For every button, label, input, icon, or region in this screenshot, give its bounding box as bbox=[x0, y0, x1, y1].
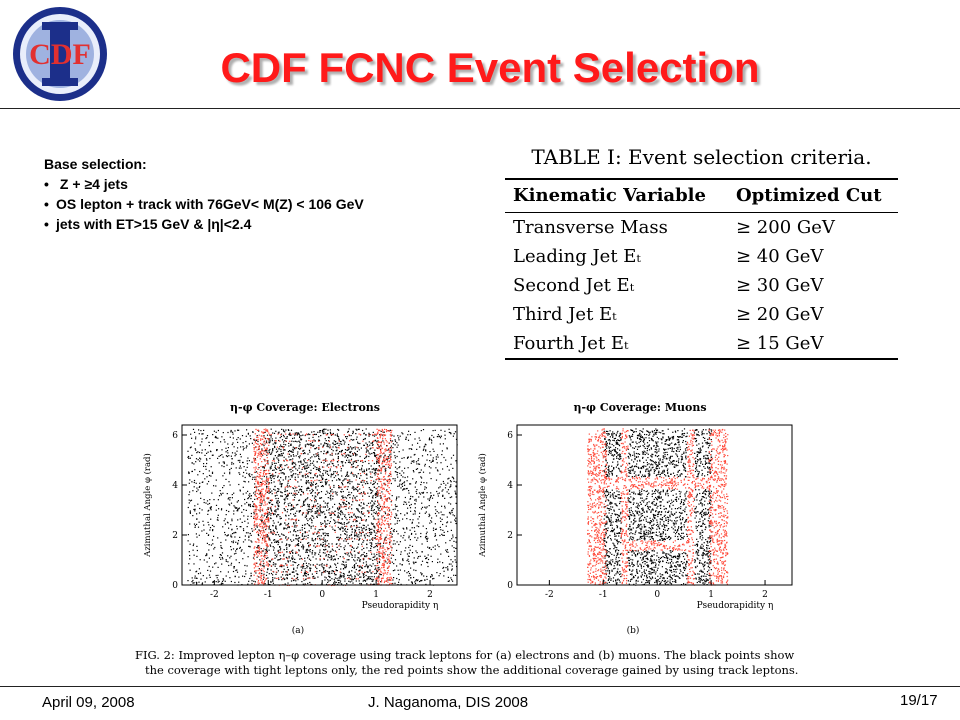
table-cell: Third Jet Eₜ bbox=[513, 304, 617, 325]
table-cell: ≥ 30 GeV bbox=[736, 275, 824, 296]
plot-frame bbox=[181, 424, 458, 586]
table-cell: ≥ 40 GeV bbox=[736, 246, 824, 267]
table-caption: TABLE I: Event selection criteria. bbox=[531, 145, 872, 169]
y-tick-labels: 0 2 4 6 bbox=[507, 431, 522, 591]
plot-frame bbox=[516, 424, 793, 586]
x-tick-label: -1 bbox=[599, 590, 608, 600]
table-rule bbox=[505, 212, 898, 213]
figure-caption-line: the coverage with tight leptons only, th… bbox=[145, 663, 799, 677]
x-tick-label: 0 bbox=[654, 590, 660, 600]
x-tick-labels: -2 -1 0 1 2 bbox=[545, 580, 768, 600]
table-row: Third Jet Eₜ ≥ 20 GeV bbox=[505, 300, 898, 329]
table-row: Leading Jet Eₜ ≥ 40 GeV bbox=[505, 242, 898, 271]
table-row: Transverse Mass ≥ 200 GeV bbox=[505, 213, 898, 242]
table-rule bbox=[505, 178, 898, 180]
plot-xlabel: Pseudorapidity η bbox=[697, 601, 774, 611]
x-tick-label: 2 bbox=[427, 590, 433, 600]
figure-caption-line: FIG. 2: Improved lepton η–φ coverage usi… bbox=[135, 648, 795, 662]
y-tick-labels: 0 2 4 6 bbox=[172, 431, 187, 591]
base-selection-item: • OS lepton + track with 76GeV< M(Z) < 10… bbox=[44, 196, 364, 212]
plot-ylabel: Azimuthal Angle φ (rad) bbox=[477, 453, 488, 558]
footer-author: J. Naganoma, DIS 2008 bbox=[368, 694, 529, 711]
muon-coverage-plot: η-φ Coverage: Muons Azimuthal Angle φ (r… bbox=[477, 401, 793, 636]
y-tick-label: 0 bbox=[172, 581, 178, 591]
x-tick-labels: -2 -1 0 1 2 bbox=[210, 580, 433, 600]
table-row: Fourth Jet Eₜ ≥ 15 GeV bbox=[505, 329, 898, 358]
y-tick-label: 2 bbox=[172, 531, 178, 541]
title-divider bbox=[0, 108, 960, 109]
table-cell: ≥ 200 GeV bbox=[736, 217, 835, 238]
base-selection-item: • Z + ≥4 jets bbox=[44, 176, 128, 192]
y-tick-label: 2 bbox=[507, 531, 513, 541]
table-header: Kinematic Variable bbox=[513, 185, 706, 206]
x-tick-label: 1 bbox=[708, 590, 714, 600]
x-tick-label: -2 bbox=[545, 590, 554, 600]
logo-text: CDF bbox=[29, 38, 91, 71]
table-cell: ≥ 20 GeV bbox=[736, 304, 824, 325]
table-cell: Second Jet Eₜ bbox=[513, 275, 635, 296]
figure-caption: FIG. 2: Improved lepton η–φ coverage usi… bbox=[135, 648, 800, 678]
plot-ylabel: Azimuthal Angle φ (rad) bbox=[142, 453, 153, 558]
y-tick-label: 6 bbox=[507, 431, 513, 441]
table-rule bbox=[505, 358, 898, 360]
cdf-logo: CDF bbox=[13, 7, 107, 101]
table-header: Optimized Cut bbox=[736, 185, 882, 206]
x-tick-label: 2 bbox=[762, 590, 768, 600]
plot-xlabel: Pseudorapidity η bbox=[362, 601, 439, 611]
plot-title: η-φ Coverage: Electrons bbox=[230, 401, 380, 414]
plot-sublabel: (b) bbox=[627, 625, 640, 636]
base-selection-item: • jets with ET>15 GeV & |η|<2.4 bbox=[44, 216, 252, 232]
y-tick-label: 4 bbox=[172, 481, 178, 491]
plot-sublabel: (a) bbox=[292, 625, 304, 636]
slide-title: CDF FCNC Event Selection bbox=[220, 44, 760, 91]
x-tick-label: -1 bbox=[264, 590, 273, 600]
footer-divider bbox=[0, 686, 960, 687]
x-tick-label: 0 bbox=[319, 590, 325, 600]
y-tick-label: 0 bbox=[507, 581, 513, 591]
scatter-points bbox=[187, 428, 458, 587]
base-selection-heading: Base selection: bbox=[44, 156, 147, 172]
table-header-row: Kinematic Variable Optimized Cut bbox=[505, 180, 898, 212]
table-cell: Fourth Jet Eₜ bbox=[513, 333, 629, 354]
selection-table: TABLE I: Event selection criteria. Kinem… bbox=[505, 142, 898, 360]
page-number: 19/17 bbox=[900, 692, 938, 709]
electron-coverage-plot: η-φ Coverage: Electrons Azimuthal Angle … bbox=[142, 401, 458, 636]
scatter-points bbox=[587, 428, 729, 586]
table-cell: ≥ 15 GeV bbox=[736, 333, 824, 354]
x-tick-label: 1 bbox=[373, 590, 379, 600]
table-row: Second Jet Eₜ ≥ 30 GeV bbox=[505, 271, 898, 300]
y-tick-label: 4 bbox=[507, 481, 513, 491]
table-cell: Leading Jet Eₜ bbox=[513, 246, 641, 267]
plot-title: η-φ Coverage: Muons bbox=[573, 401, 706, 414]
x-tick-label: -2 bbox=[210, 590, 219, 600]
base-selection: Base selection: • Z + ≥4 jets • OS lepton… bbox=[44, 154, 364, 234]
table-cell: Transverse Mass bbox=[513, 217, 668, 238]
y-tick-label: 6 bbox=[172, 431, 178, 441]
footer-date: April 09, 2008 bbox=[42, 694, 135, 711]
